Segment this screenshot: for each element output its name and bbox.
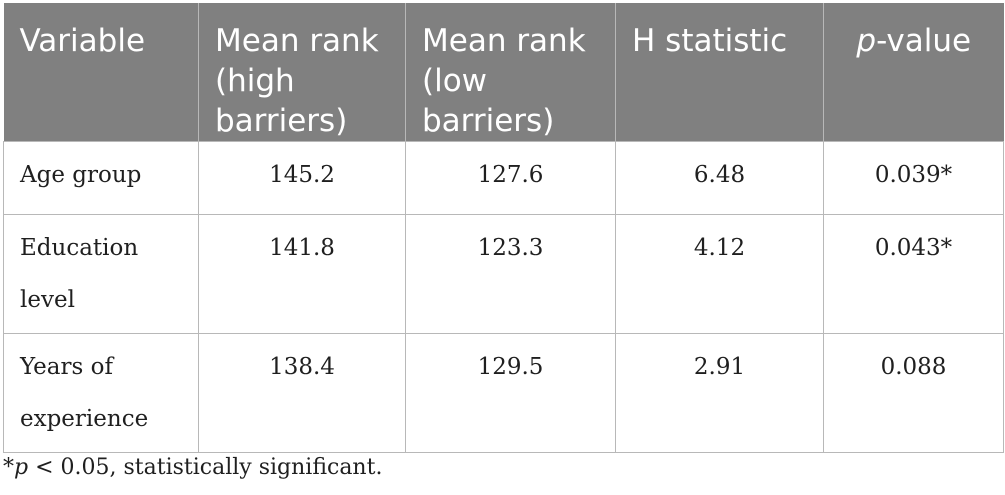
footnote-star: * [3,455,14,480]
table-row: Years of experience 138.4 129.5 2.91 0.0… [3,333,1004,453]
header-h-statistic: H statistic [615,3,824,142]
header-p-rest: -value [876,23,972,59]
cell-p-value: 0.088 [823,333,1004,453]
table-row: Education level 141.8 123.3 4.12 0.043* [3,214,1004,334]
cell-h-statistic: 6.48 [615,141,824,215]
cell-mean-rank-high: 145.2 [198,141,406,215]
header-p-value: p-value [823,3,1004,142]
cell-variable: Years of experience [3,333,199,453]
footnote-p-italic: p [14,455,29,480]
table-footnote: *p < 0.05, statistically significant. [3,455,382,480]
cell-mean-rank-low: 129.5 [405,333,616,453]
header-row: Variable Mean rank (high barriers) Mean … [3,3,1004,142]
table-row: Age group 145.2 127.6 6.48 0.039* [3,141,1004,215]
cell-variable: Age group [3,141,199,215]
table-header: Variable Mean rank (high barriers) Mean … [3,3,1004,142]
cell-mean-rank-high: 141.8 [198,214,406,334]
cell-p-value: 0.043* [823,214,1004,334]
header-p-italic: p [856,23,877,59]
header-variable: Variable [3,3,199,142]
cell-h-statistic: 2.91 [615,333,824,453]
table-body: Age group 145.2 127.6 6.48 0.039* Educat… [3,141,1004,453]
cell-h-statistic: 4.12 [615,214,824,334]
cell-mean-rank-low: 127.6 [405,141,616,215]
footnote-text: < 0.05, statistically significant. [28,455,383,480]
results-table: Variable Mean rank (high barriers) Mean … [3,3,1004,453]
cell-mean-rank-high: 138.4 [198,333,406,453]
cell-p-value: 0.039* [823,141,1004,215]
header-mean-rank-low: Mean rank (low barriers) [405,3,616,142]
header-mean-rank-high: Mean rank (high barriers) [198,3,406,142]
cell-variable: Education level [3,214,199,334]
cell-mean-rank-low: 123.3 [405,214,616,334]
